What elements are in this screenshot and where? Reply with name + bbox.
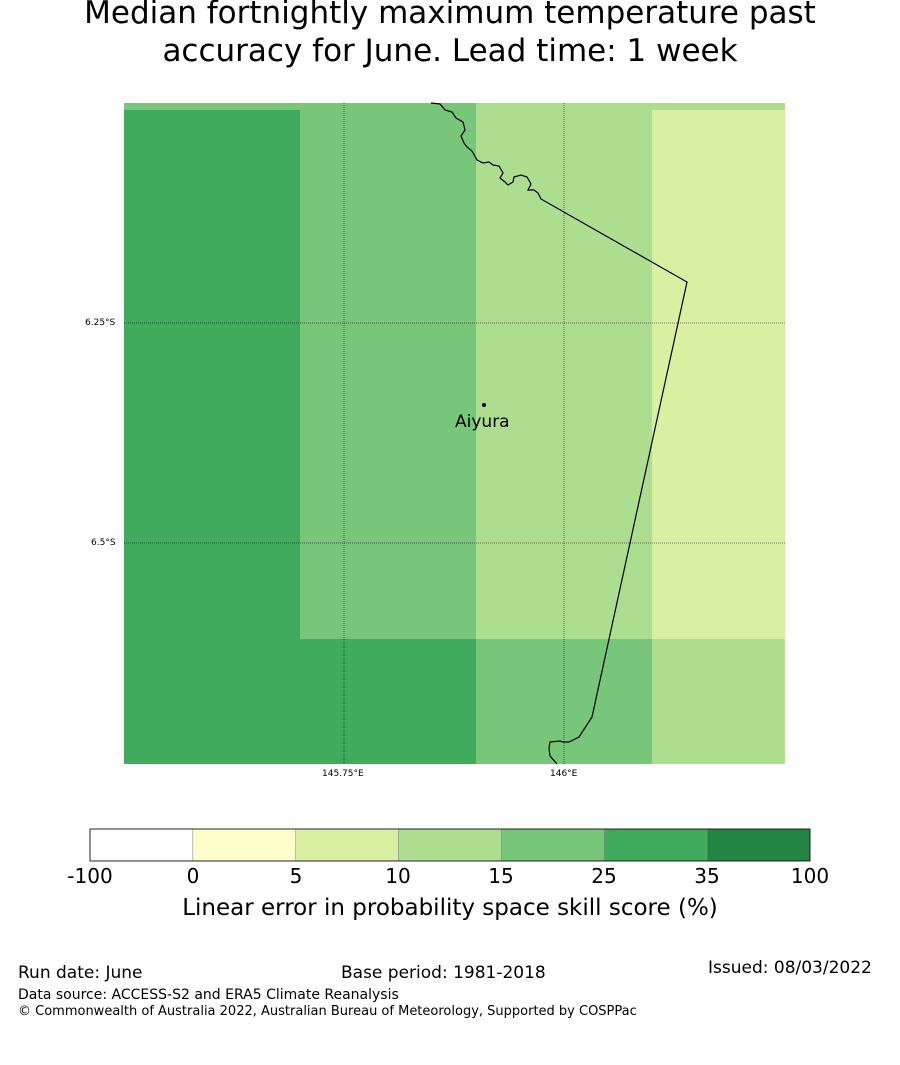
title-line-1: Median fortnightly maximum temperature p…	[84, 0, 816, 31]
colorbar-bin	[706, 828, 811, 862]
grid-cell-edge	[300, 103, 476, 110]
colorbar-tick: 35	[694, 864, 720, 888]
colorbar-bin	[192, 828, 296, 862]
lon-tick-146: 146°E	[550, 769, 578, 779]
grid-cell	[124, 110, 300, 462]
colorbar-tick: 5	[289, 864, 303, 888]
data-source: Data source: ACCESS-S2 and ERA5 Climate …	[18, 987, 399, 1003]
border-line	[430, 102, 688, 765]
lat-tick-6.25: 6.25°S	[85, 318, 116, 328]
grid-cell	[652, 462, 785, 639]
lat-tick-6.5: 6.5°S	[91, 538, 116, 548]
colorbar-tick: -100	[67, 864, 113, 888]
colorbar-tick: 100	[790, 864, 830, 888]
colorbar-tick: 10	[385, 864, 411, 888]
lon-tick-145.75: 145.75°E	[322, 769, 364, 779]
grid-cell	[124, 462, 300, 639]
location-label: Aiyura	[455, 412, 510, 432]
colorbar-tick: 15	[488, 864, 514, 888]
graticule-lines	[124, 103, 785, 764]
colorbar-label: Linear error in probability space skill …	[182, 895, 718, 921]
colorbar-bin	[501, 828, 605, 862]
colorbar-bin	[398, 828, 502, 862]
aiyura-marker	[482, 403, 486, 407]
grid-cell	[124, 639, 300, 764]
base-period: Base period: 1981-2018	[341, 963, 546, 983]
grid-cell	[652, 110, 785, 462]
grid-cell	[300, 462, 476, 639]
colorbar	[89, 828, 811, 862]
colorbar-bin	[89, 828, 194, 862]
title-line-2: accuracy for June. Lead time: 1 week	[162, 33, 738, 69]
skill-grid-cells	[124, 103, 785, 764]
colorbar-frame	[89, 828, 811, 862]
grid-cell	[300, 639, 476, 764]
chart-title: Median fortnightly maximum temperature p…	[0, 0, 900, 70]
colorbar-tick: 0	[186, 864, 200, 888]
grid-cell	[652, 639, 785, 764]
grid-cell	[300, 110, 476, 462]
issued-date: Issued: 08/03/2022	[708, 958, 872, 978]
grid-cell-edge	[476, 103, 652, 110]
colorbar-bin	[295, 828, 399, 862]
copyright: © Commonwealth of Australia 2022, Austra…	[18, 1004, 637, 1019]
colorbar-bin	[604, 828, 708, 862]
colorbar-tick: 25	[591, 864, 617, 888]
run-date: Run date: June	[18, 963, 143, 983]
grid-cell-edge	[652, 103, 785, 110]
grid-cell	[476, 462, 652, 639]
grid-cell-edge	[124, 103, 300, 110]
